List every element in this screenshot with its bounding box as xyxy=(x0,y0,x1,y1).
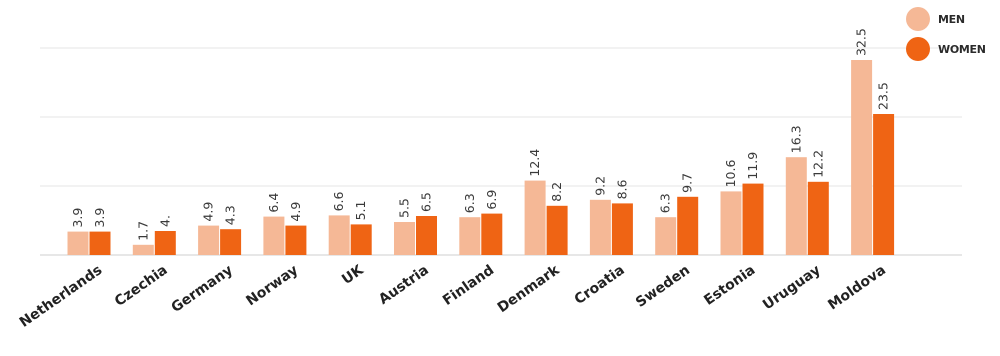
bar-men xyxy=(263,216,285,255)
legend-label-women: WOMEN xyxy=(938,42,986,56)
bar-women xyxy=(873,114,895,255)
bar-women xyxy=(416,216,437,255)
value-label-men: 6.3 xyxy=(462,193,477,213)
value-label-men: 6.4 xyxy=(266,193,281,213)
bar-men xyxy=(589,199,611,255)
value-label-women: 4. xyxy=(157,215,172,227)
legend: MEN WOMEN xyxy=(906,4,1000,64)
bar-men xyxy=(720,191,742,255)
bar-women xyxy=(742,183,764,255)
bar-men xyxy=(198,225,220,255)
bar-women xyxy=(285,225,307,255)
bar-women xyxy=(154,231,176,255)
value-label-women: 23.5 xyxy=(876,82,891,110)
bar-men xyxy=(67,231,89,255)
value-label-men: 16.3 xyxy=(788,125,803,153)
value-label-men: 12.4 xyxy=(527,149,542,177)
category-label: Croatia xyxy=(572,262,628,308)
value-label-men: 9.2 xyxy=(592,176,607,196)
value-label-women: 5.1 xyxy=(353,201,368,221)
value-label-women: 8.2 xyxy=(549,182,564,202)
category-label: Germany xyxy=(169,262,236,316)
bar-men xyxy=(524,180,546,255)
category-label: Finland xyxy=(440,262,497,309)
category-label: Estonia xyxy=(701,262,758,309)
bar-women xyxy=(89,231,111,255)
bar-women xyxy=(546,205,568,255)
bar-women xyxy=(220,229,242,255)
bar-women xyxy=(481,213,503,255)
value-label-women: 3.9 xyxy=(92,208,107,228)
legend-item-women: WOMEN xyxy=(906,34,1000,64)
value-label-women: 11.9 xyxy=(745,152,760,180)
value-label-men: 4.9 xyxy=(201,202,216,222)
bar-men xyxy=(459,217,481,255)
value-labels: 3.9 3.9 1.7 4. 4.9 4.3 6.4 4.9 6.6 5.1 5.5 6.5 6.3 6.… xyxy=(70,28,891,241)
bar-women xyxy=(677,196,699,255)
legend-item-men: MEN xyxy=(906,4,1000,34)
legend-swatch-women xyxy=(906,37,930,61)
value-label-men: 6.6 xyxy=(331,191,346,211)
value-label-men: 5.5 xyxy=(397,198,412,218)
value-label-men: 3.9 xyxy=(70,208,85,228)
value-label-women: 6.9 xyxy=(484,190,499,210)
value-label-women: 4.3 xyxy=(223,205,238,225)
bar-men xyxy=(394,222,415,255)
legend-label-men: MEN xyxy=(938,12,965,26)
value-label-women: 8.6 xyxy=(614,179,629,199)
bar-men xyxy=(132,244,154,255)
category-label: UK xyxy=(339,262,367,289)
category-label: Czechia xyxy=(112,262,171,310)
value-label-women: 9.7 xyxy=(680,173,695,193)
value-label-women: 4.9 xyxy=(288,202,303,222)
value-label-men: 32.5 xyxy=(854,28,869,56)
category-label: Austria xyxy=(376,262,432,308)
legend-swatch-men xyxy=(906,7,930,31)
category-label: Netherlands xyxy=(17,262,106,331)
bar-men xyxy=(785,157,807,255)
bar-women xyxy=(807,181,829,255)
bars xyxy=(67,60,895,255)
bar-women xyxy=(350,224,372,255)
bar-men xyxy=(655,217,677,255)
category-label: Moldova xyxy=(825,262,889,313)
category-label: Denmark xyxy=(495,262,563,316)
bar-women xyxy=(611,203,633,255)
bar-men xyxy=(851,60,873,255)
category-label: Sweden xyxy=(633,262,693,311)
category-label: Uruguay xyxy=(760,262,824,313)
value-label-women: 6.5 xyxy=(419,192,434,212)
value-label-men: 10.6 xyxy=(723,160,738,188)
bar-men xyxy=(328,215,350,255)
category-label: Norway xyxy=(243,262,301,309)
value-label-men: 6.3 xyxy=(658,193,673,213)
value-label-women: 12.2 xyxy=(810,150,825,178)
value-label-men: 1.7 xyxy=(135,221,150,241)
